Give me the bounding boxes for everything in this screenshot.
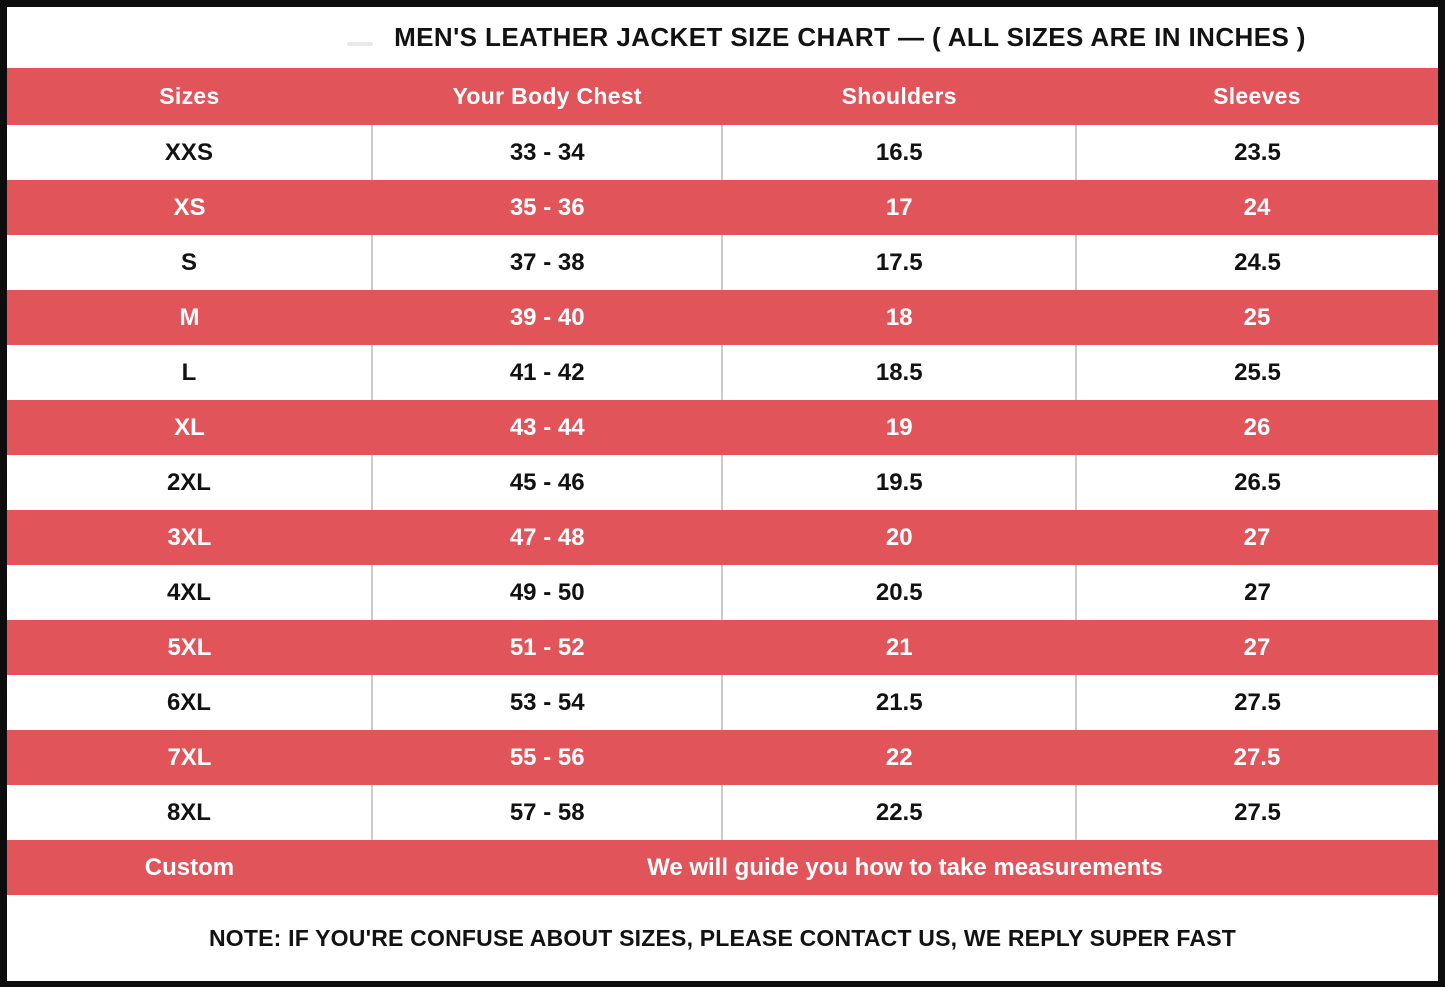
cell-shoulders: 19: [885, 413, 913, 441]
cell-shoulders: 21: [885, 633, 913, 661]
cell-custom-message: We will guide you how to take measuremen…: [647, 853, 1163, 881]
column-header-sleeves: Sleeves: [1213, 83, 1301, 109]
column-header-chest: Your Body Chest: [452, 83, 642, 109]
cell-custom-label: Custom: [144, 853, 235, 881]
cell-sleeves: 27.5: [1074, 675, 1438, 730]
cell-size: XL: [174, 413, 205, 441]
cell-shoulders: 21.5: [721, 675, 1076, 730]
cell-size: L: [181, 358, 197, 386]
size-table: Sizes Your Body Chest Shoulders Sleeves …: [7, 68, 1438, 981]
cell-sleeves: 25: [1243, 303, 1271, 331]
chart-title-row: MEN'S LEATHER JACKET SIZE CHART — ( ALL …: [7, 7, 1438, 68]
cell-size: 6XL: [166, 688, 211, 716]
cell-size: S: [180, 248, 197, 276]
table-row-5xl: 5XL 51 - 52 21 27: [7, 620, 1438, 675]
cell-chest: 33 - 34: [370, 125, 723, 180]
table-row-3xl: 3XL 47 - 48 20 27: [7, 510, 1438, 565]
cell-chest: 45 - 46: [370, 455, 723, 510]
cell-size: 8XL: [166, 798, 211, 826]
cell-chest: 51 - 52: [509, 633, 585, 661]
cell-sleeves: 27.5: [1233, 743, 1281, 771]
column-header-sizes: Sizes: [159, 83, 220, 109]
column-header-shoulders: Shoulders: [841, 83, 957, 109]
table-row-2xl: 2XL 45 - 46 19.5 26.5: [7, 455, 1438, 510]
cell-shoulders: 18: [885, 303, 913, 331]
table-row-s: S 37 - 38 17.5 24.5: [7, 235, 1438, 290]
decorative-dash: [347, 42, 373, 46]
cell-sleeves: 27: [1074, 565, 1438, 620]
page-title: MEN'S LEATHER JACKET SIZE CHART — ( ALL …: [394, 22, 1306, 52]
cell-chest: 37 - 38: [370, 235, 723, 290]
cell-shoulders: 19.5: [721, 455, 1076, 510]
cell-size: 5XL: [167, 633, 212, 661]
custom-row: Custom We will guide you how to take mea…: [7, 840, 1438, 895]
cell-chest: 39 - 40: [509, 303, 585, 331]
cell-sleeves: 23.5: [1074, 125, 1438, 180]
cell-chest: 55 - 56: [509, 743, 585, 771]
cell-chest: 57 - 58: [370, 785, 723, 840]
table-row-xl: XL 43 - 44 19 26: [7, 400, 1438, 455]
table-row-4xl: 4XL 49 - 50 20.5 27: [7, 565, 1438, 620]
cell-sleeves: 27: [1243, 523, 1271, 551]
cell-chest: 43 - 44: [509, 413, 585, 441]
cell-sleeves: 26.5: [1074, 455, 1438, 510]
cell-size: 2XL: [166, 468, 211, 496]
cell-shoulders: 17: [885, 193, 913, 221]
cell-shoulders: 20: [885, 523, 913, 551]
table-row-7xl: 7XL 55 - 56 22 27.5: [7, 730, 1438, 785]
cell-sleeves: 27.5: [1074, 785, 1438, 840]
cell-sleeves: 24.5: [1074, 235, 1438, 290]
cell-size: 4XL: [166, 578, 211, 606]
table-row-8xl: 8XL 57 - 58 22.5 27.5: [7, 785, 1438, 840]
cell-size: XS: [173, 193, 206, 221]
cell-size: 3XL: [167, 523, 212, 551]
cell-shoulders: 20.5: [721, 565, 1076, 620]
table-row-xs: XS 35 - 36 17 24: [7, 180, 1438, 235]
table-row-l: L 41 - 42 18.5 25.5: [7, 345, 1438, 400]
cell-shoulders: 22: [885, 743, 913, 771]
table-row-xxs: XXS 33 - 34 16.5 23.5: [7, 125, 1438, 180]
cell-shoulders: 18.5: [721, 345, 1076, 400]
cell-shoulders: 22.5: [721, 785, 1076, 840]
cell-sleeves: 26: [1243, 413, 1271, 441]
note-row: NOTE: IF YOU'RE CONFUSE ABOUT SIZES, PLE…: [7, 895, 1438, 981]
cell-chest: 41 - 42: [370, 345, 723, 400]
table-row-m: M 39 - 40 18 25: [7, 290, 1438, 345]
cell-shoulders: 17.5: [721, 235, 1076, 290]
cell-sleeves: 24: [1243, 193, 1271, 221]
cell-chest: 47 - 48: [509, 523, 585, 551]
cell-size: XXS: [164, 138, 213, 166]
cell-sleeves: 27: [1243, 633, 1271, 661]
note-text: NOTE: IF YOU'RE CONFUSE ABOUT SIZES, PLE…: [208, 924, 1237, 951]
cell-size: 7XL: [167, 743, 212, 771]
cell-chest: 53 - 54: [370, 675, 723, 730]
cell-chest: 35 - 36: [509, 193, 585, 221]
table-row-6xl: 6XL 53 - 54 21.5 27.5: [7, 675, 1438, 730]
cell-size: M: [179, 303, 200, 331]
cell-chest: 49 - 50: [370, 565, 723, 620]
cell-shoulders: 16.5: [721, 125, 1076, 180]
cell-sleeves: 25.5: [1074, 345, 1438, 400]
header-row: Sizes Your Body Chest Shoulders Sleeves: [7, 68, 1438, 125]
